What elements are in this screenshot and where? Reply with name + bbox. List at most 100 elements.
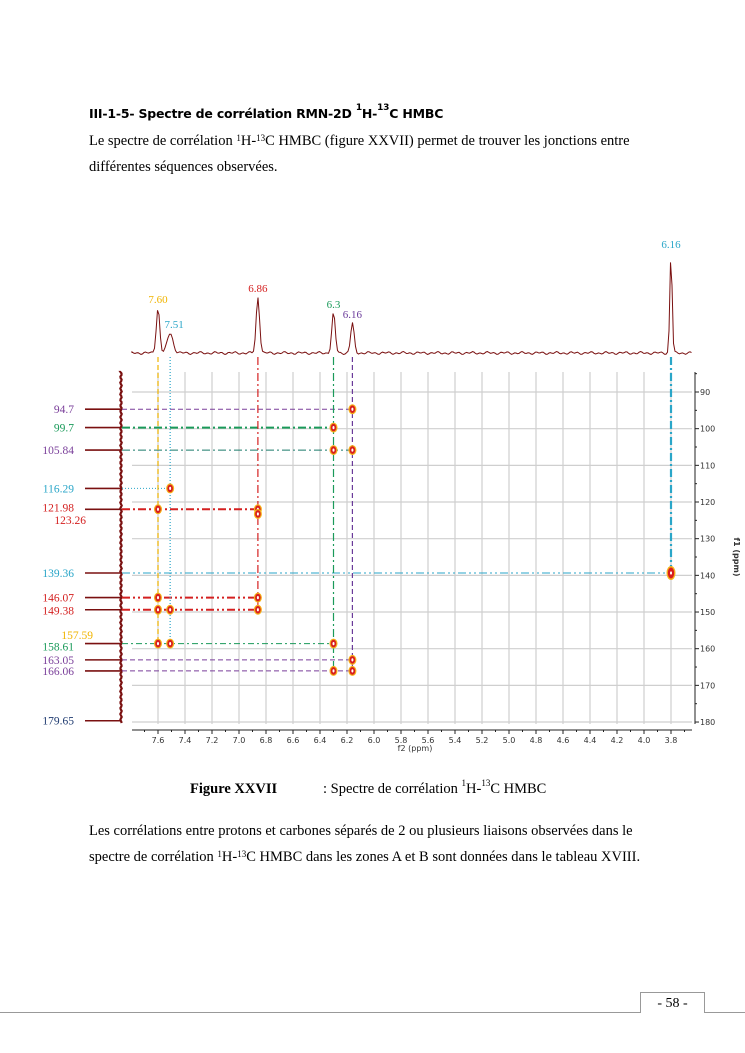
y-tick-label: 120 <box>700 498 715 507</box>
cross-peak <box>329 638 338 649</box>
section-title-text: H- <box>361 106 378 121</box>
cross-peak-center <box>332 425 335 430</box>
text: : Spectre de corrélation <box>323 781 462 797</box>
cross-peak-center <box>351 407 354 411</box>
x-tick-label: 4.2 <box>611 736 624 745</box>
text: C HMBC <box>490 781 547 797</box>
carbon-shift-label: 166.06 <box>42 666 74 678</box>
text: H- <box>240 133 257 149</box>
cross-peak <box>154 592 162 603</box>
y-tick-label: 160 <box>700 645 715 654</box>
cross-peak <box>348 445 357 456</box>
cross-peak <box>329 422 338 433</box>
x-tick-label: 7.4 <box>179 736 192 745</box>
cross-peak <box>253 592 262 603</box>
cross-peak <box>666 566 676 581</box>
y-tick-label: 170 <box>700 681 715 690</box>
cross-peak-center <box>157 641 159 646</box>
conclusion-paragraph: Les corrélations entre protons et carbon… <box>89 818 640 870</box>
carbon-shift-label: 179.65 <box>42 716 74 728</box>
x-tick-label: 5.4 <box>449 736 462 745</box>
y-tick-label: 110 <box>700 461 715 470</box>
proton-peak-label: 6.3 <box>327 299 341 311</box>
carbon-shift-label: 139.36 <box>42 568 74 580</box>
cross-peak <box>253 604 262 615</box>
cross-peak <box>154 638 162 649</box>
section-title: III-1-5- Spectre de corrélation RMN-2D 1… <box>89 103 444 121</box>
carbon-shift-label: 158.61 <box>42 642 74 654</box>
footer-line <box>0 1012 745 1013</box>
section-title-text: C HMBC <box>389 106 444 121</box>
x-tick-label: 6.8 <box>260 736 273 745</box>
carbon-shift-label: 123.26 <box>54 515 86 527</box>
y-tick-label: 140 <box>700 571 715 580</box>
cross-peak-center <box>169 641 172 646</box>
cross-peak <box>348 665 357 676</box>
proton-peak-label: 6.16 <box>343 309 363 321</box>
carbon-shift-label: 94.7 <box>54 404 74 416</box>
grid <box>132 372 692 724</box>
cross-peak-center <box>332 448 335 452</box>
x-tick-label: 3.8 <box>665 736 678 745</box>
x-tick-label: 6.4 <box>314 736 327 745</box>
intro-paragraph: Le spectre de corrélation 1H-13C HMBC (f… <box>89 128 630 180</box>
x-tick-label: 5.0 <box>503 736 516 745</box>
page-number: - 58 - <box>640 992 705 1013</box>
superscript: 13 <box>256 133 266 143</box>
cross-peak-center <box>256 596 259 600</box>
cross-peak-center <box>351 448 354 452</box>
chart-root: 7.6 7.4 7.2 7.0 6.8 6.6 6.4 6.2 6.0 5.8 5.6 5.4 5.2 5… <box>42 239 741 753</box>
cross-peak-center <box>256 608 259 612</box>
cross-peak-center <box>670 571 672 575</box>
x-tick-label: 7.2 <box>206 736 219 745</box>
intro-line-2: différentes séquences observées. <box>89 159 278 175</box>
x-tick-label: 7.6 <box>152 736 165 745</box>
proton-peak-label: 7.60 <box>148 294 168 306</box>
carbon-shift-label: 105.84 <box>42 445 74 457</box>
superscript: 1 <box>461 778 467 788</box>
superscript: 13 <box>481 778 491 788</box>
proton-peak-label: 6.86 <box>248 283 268 295</box>
x-tick-label: 6.0 <box>368 736 381 745</box>
superscript: 1 <box>355 103 362 113</box>
conclusion-line-2: spectre de corrélation 1H-13C HMBC dans … <box>89 844 640 870</box>
carbon-shift-label: 116.29 <box>43 483 74 495</box>
hmbc-spectrum-chart: 7.6 7.4 7.2 7.0 6.8 6.6 6.4 6.2 6.0 5.8 5.6 5.4 5.2 5… <box>42 239 741 753</box>
superscript: 13 <box>237 849 247 859</box>
carbon-shift-label: 99.7 <box>54 423 74 435</box>
y-axis-label: f1 (ppm) <box>732 538 741 577</box>
x-tick-label: 5.8 <box>395 736 408 745</box>
proton-peak-label: 6.16 <box>661 239 681 251</box>
text: H- <box>221 849 238 865</box>
x-tick-label: 4.0 <box>638 736 651 745</box>
conclusion-line-1: Les corrélations entre protons et carbon… <box>89 823 633 839</box>
y-tick-label: 150 <box>700 608 715 617</box>
x-tick-label: 5.6 <box>422 736 435 745</box>
proton-peak-label: 7.51 <box>165 319 184 331</box>
cross-peak <box>154 604 162 615</box>
cross-peak-center <box>351 669 354 673</box>
text: C HMBC dans les zones A et B sont donnée… <box>246 849 641 865</box>
text: spectre de corrélation <box>89 849 218 865</box>
x-tick-label: 5.2 <box>476 736 489 745</box>
carbon-shift-label: 146.07 <box>42 593 74 605</box>
section-title-text: III-1-5- Spectre de corrélation RMN-2D <box>89 106 356 121</box>
y-tick-label: 130 <box>700 535 715 544</box>
cross-peak <box>166 604 175 615</box>
text: Le spectre de corrélation <box>89 133 237 149</box>
cross-peak-center <box>351 658 354 662</box>
cross-peak <box>166 483 175 494</box>
superscript: 1 <box>236 133 241 143</box>
text: H- <box>466 781 482 797</box>
proton-1d-trace <box>131 262 692 356</box>
y-tick-label: 180 <box>700 718 715 727</box>
intro-line-1: Le spectre de corrélation 1H-13C HMBC (f… <box>89 128 630 154</box>
cross-peak-center <box>332 669 335 673</box>
cross-peak <box>348 654 357 665</box>
cross-peak <box>166 638 175 649</box>
cross-peak-center <box>332 641 335 646</box>
carbon-shift-label: 149.38 <box>42 606 74 618</box>
x-tick-label: 6.2 <box>341 736 354 745</box>
cross-peak <box>154 504 162 515</box>
superscript: 13 <box>377 103 390 113</box>
